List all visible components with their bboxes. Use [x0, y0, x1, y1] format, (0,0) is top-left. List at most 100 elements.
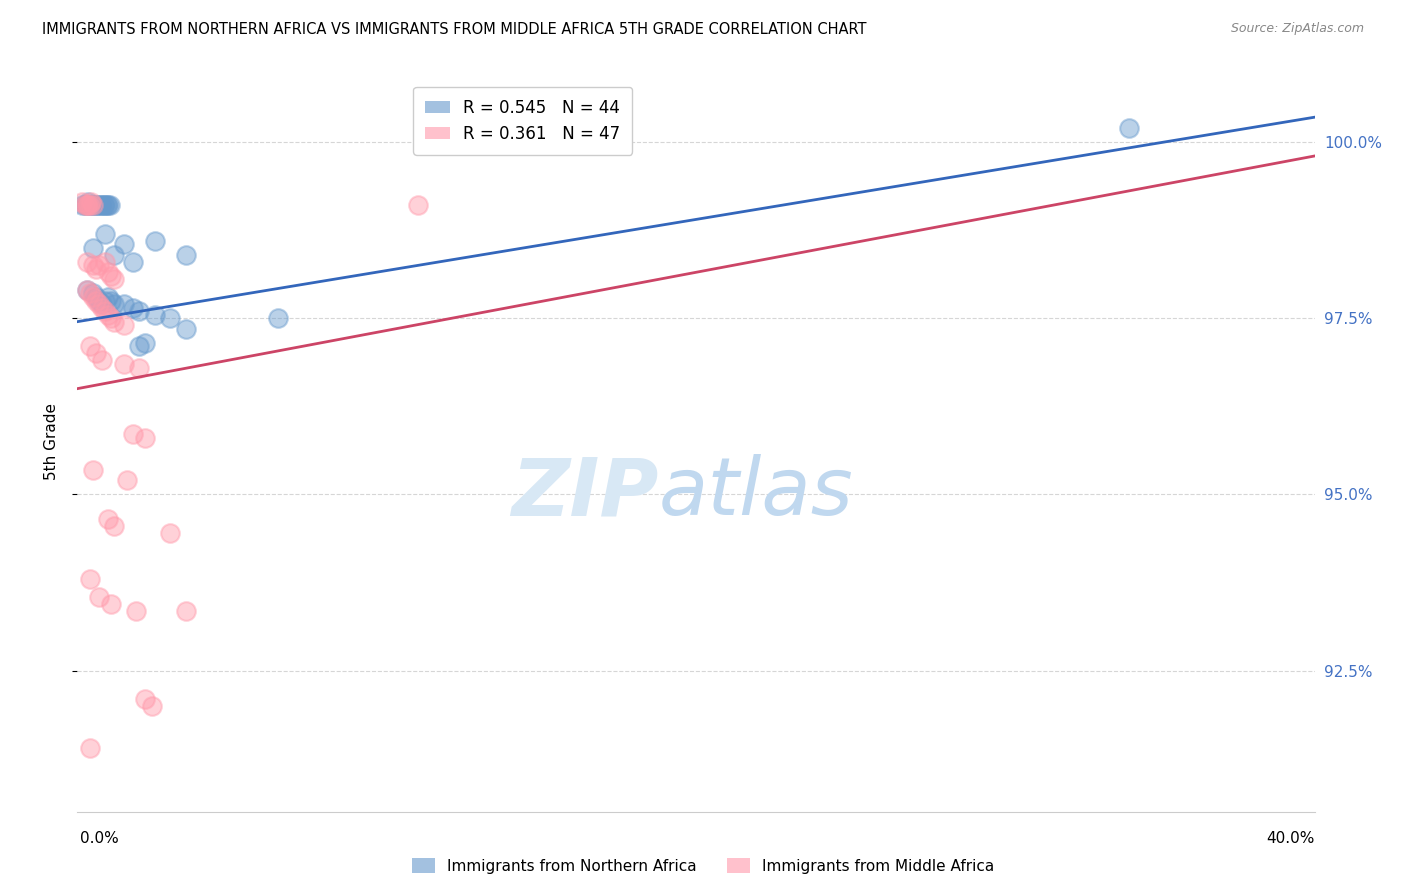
Point — [76, 198, 98, 212]
Point — [94, 304, 117, 318]
Point — [75, 198, 96, 212]
Point — [134, 692, 156, 706]
Point — [79, 339, 101, 353]
Point — [82, 241, 104, 255]
Point — [159, 311, 181, 326]
Point — [174, 248, 197, 262]
Point — [1118, 120, 1140, 135]
Point — [82, 463, 104, 477]
Point — [94, 293, 117, 308]
Text: IMMIGRANTS FROM NORTHERN AFRICA VS IMMIGRANTS FROM MIDDLE AFRICA 5TH GRADE CORRE: IMMIGRANTS FROM NORTHERN AFRICA VS IMMIG… — [42, 22, 866, 37]
Point — [77, 198, 100, 212]
Point — [93, 198, 115, 212]
Point — [103, 297, 125, 311]
Text: 0.0%: 0.0% — [80, 831, 120, 846]
Point — [80, 194, 103, 209]
Point — [112, 297, 135, 311]
Legend: Immigrants from Northern Africa, Immigrants from Middle Africa: Immigrants from Northern Africa, Immigra… — [405, 852, 1001, 880]
Point — [91, 198, 114, 212]
Point — [76, 198, 98, 212]
Point — [76, 283, 98, 297]
Text: atlas: atlas — [659, 454, 853, 533]
Point — [100, 293, 122, 308]
Point — [79, 572, 101, 586]
Point — [70, 198, 93, 212]
Point — [112, 357, 135, 371]
Point — [98, 198, 121, 212]
Point — [112, 318, 135, 333]
Point — [97, 290, 120, 304]
Point — [79, 198, 101, 212]
Point — [122, 301, 145, 315]
Point — [82, 258, 104, 272]
Point — [76, 254, 98, 268]
Point — [97, 265, 120, 279]
Point — [122, 427, 145, 442]
Point — [115, 473, 138, 487]
Point — [84, 293, 107, 308]
Point — [97, 198, 120, 212]
Text: ZIP: ZIP — [512, 454, 659, 533]
Point — [77, 194, 100, 209]
Point — [134, 335, 156, 350]
Point — [103, 248, 125, 262]
Point — [91, 353, 114, 368]
Point — [100, 311, 122, 326]
Point — [82, 198, 104, 212]
Point — [84, 290, 107, 304]
Point — [96, 198, 118, 212]
Point — [174, 322, 197, 336]
Point — [128, 339, 150, 353]
Point — [406, 198, 429, 212]
Point — [141, 698, 163, 713]
Point — [100, 268, 122, 283]
Point — [97, 512, 120, 526]
Point — [267, 311, 290, 326]
Point — [122, 254, 145, 268]
Point — [84, 346, 107, 360]
Point — [159, 526, 181, 541]
Point — [87, 297, 110, 311]
Point — [79, 198, 101, 212]
Point — [103, 315, 125, 329]
Point — [100, 597, 122, 611]
Point — [128, 304, 150, 318]
Point — [103, 272, 125, 286]
Point — [143, 234, 166, 248]
Point — [94, 227, 117, 241]
Point — [82, 286, 104, 301]
Point — [79, 286, 101, 301]
Point — [84, 198, 107, 212]
Point — [103, 519, 125, 533]
Point — [70, 194, 93, 209]
Point — [97, 308, 120, 322]
Point — [87, 590, 110, 604]
Legend: R = 0.545   N = 44, R = 0.361   N = 47: R = 0.545 N = 44, R = 0.361 N = 47 — [413, 87, 633, 155]
Point — [128, 360, 150, 375]
Point — [80, 198, 103, 212]
Point — [75, 198, 96, 212]
Point — [76, 283, 98, 297]
Text: Source: ZipAtlas.com: Source: ZipAtlas.com — [1230, 22, 1364, 36]
Point — [84, 261, 107, 276]
Point — [174, 604, 197, 618]
Point — [125, 604, 148, 618]
Point — [90, 198, 112, 212]
Point — [94, 254, 117, 268]
Point — [143, 308, 166, 322]
Point — [91, 301, 114, 315]
Point — [79, 741, 101, 756]
Point — [87, 293, 110, 308]
Point — [87, 198, 110, 212]
Point — [87, 258, 110, 272]
Point — [112, 237, 135, 252]
Point — [91, 297, 114, 311]
Point — [82, 290, 104, 304]
Text: 40.0%: 40.0% — [1267, 831, 1315, 846]
Y-axis label: 5th Grade: 5th Grade — [44, 403, 59, 480]
Point — [83, 198, 105, 212]
Point — [86, 198, 108, 212]
Point — [82, 198, 104, 212]
Point — [94, 198, 117, 212]
Point — [134, 431, 156, 445]
